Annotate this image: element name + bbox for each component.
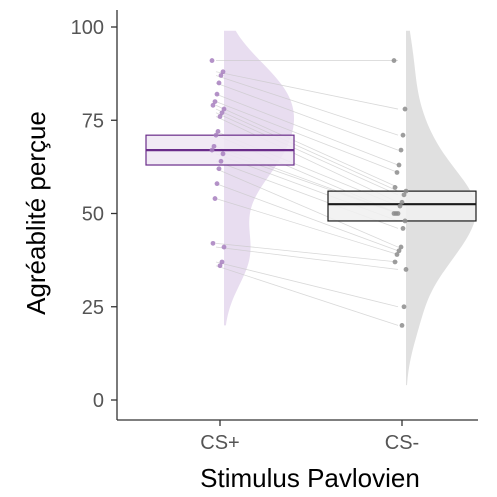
data-point — [220, 151, 226, 157]
x-tick-label: CS- — [385, 432, 419, 454]
data-point — [394, 252, 400, 257]
data-point — [401, 192, 407, 198]
data-point — [214, 181, 220, 187]
data-point — [220, 69, 226, 75]
data-point — [401, 304, 407, 310]
y-tick-label: 25 — [82, 297, 104, 319]
paired-line — [215, 265, 399, 326]
data-point — [391, 211, 397, 216]
data-point — [216, 166, 222, 172]
paired-line — [215, 82, 399, 151]
paired-line — [215, 116, 399, 203]
data-point — [396, 248, 402, 254]
paired-line — [215, 198, 399, 255]
data-point — [217, 114, 223, 119]
paired-line — [215, 75, 399, 136]
data-point — [400, 132, 406, 138]
data-point — [210, 240, 216, 246]
data-point — [212, 196, 218, 201]
data-point — [214, 91, 220, 97]
data-point — [221, 106, 227, 112]
data-point — [219, 259, 225, 265]
axes-layer: 0 25 50 75 100 CS+ CS- — [71, 10, 478, 454]
data-point — [209, 58, 215, 63]
data-point — [209, 147, 215, 153]
data-point — [397, 203, 403, 209]
x-axis-title: Stimulus Pavlovien — [200, 463, 420, 493]
data-point — [210, 102, 216, 108]
data-point — [403, 267, 409, 272]
y-tick-label: 50 — [82, 204, 104, 226]
data-point — [402, 218, 408, 224]
paired-line — [215, 246, 399, 270]
data-point — [391, 58, 397, 63]
paired-line — [215, 261, 399, 308]
data-point — [399, 323, 405, 328]
data-point — [400, 226, 406, 231]
data-point — [213, 132, 219, 138]
data-point — [221, 244, 227, 250]
y-axis-title: Agréablité perçue — [21, 111, 51, 315]
data-point — [398, 244, 404, 250]
paired-line — [215, 168, 399, 248]
data-point — [211, 143, 217, 149]
data-point — [216, 80, 222, 86]
paired-line — [215, 108, 399, 192]
y-tick-label: 100 — [71, 17, 104, 39]
data-point — [398, 147, 404, 153]
data-point — [217, 263, 223, 269]
paired-line — [215, 71, 399, 110]
data-point — [396, 162, 402, 168]
paired-line — [215, 183, 399, 252]
paired-line — [215, 104, 399, 188]
data-point — [399, 199, 405, 205]
y-tick-label: 75 — [82, 110, 104, 132]
data-point — [218, 158, 224, 164]
paired-line — [215, 101, 399, 173]
data-point — [402, 106, 408, 112]
half-violin-CS+ — [224, 30, 294, 326]
paired-line — [215, 112, 399, 196]
data-point — [392, 259, 398, 265]
data-point — [215, 129, 221, 134]
points-layer — [209, 58, 409, 328]
data-point — [218, 73, 224, 78]
paired-line — [215, 93, 399, 166]
data-point — [403, 188, 409, 194]
data-point — [219, 110, 225, 116]
x-tick-label: CS+ — [200, 432, 239, 454]
data-point — [392, 184, 398, 190]
y-tick-label: 0 — [93, 390, 104, 412]
data-point — [394, 170, 400, 175]
paired-line — [215, 242, 399, 263]
data-point — [212, 99, 218, 104]
